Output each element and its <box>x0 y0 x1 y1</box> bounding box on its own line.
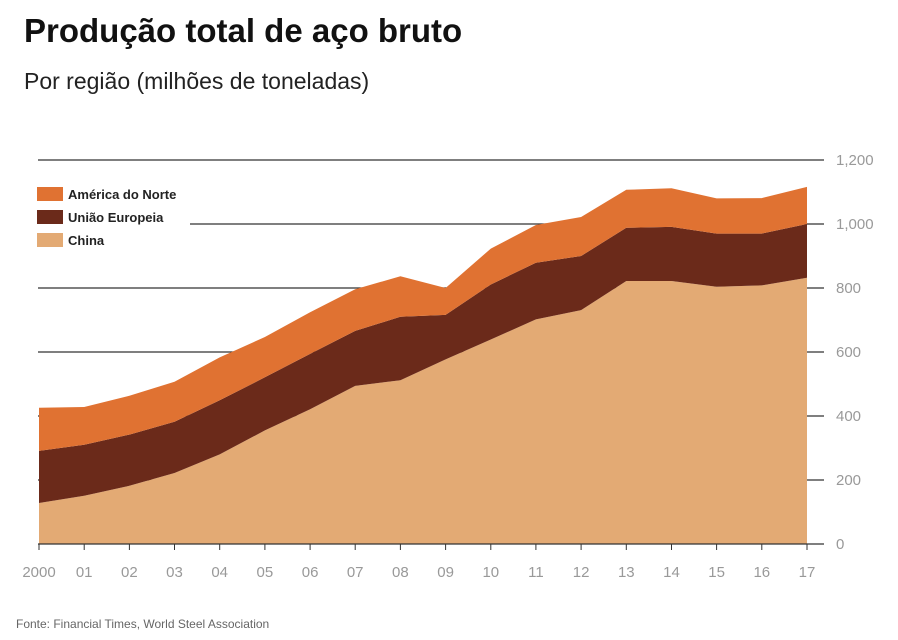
x-tick-label: 08 <box>392 564 409 581</box>
x-tick-label: 03 <box>166 564 183 581</box>
area-series-china <box>39 277 807 544</box>
x-tick-label: 13 <box>618 564 635 581</box>
y-tick-label: 400 <box>836 408 861 425</box>
x-tick-label: 07 <box>347 564 364 581</box>
legend-swatch <box>37 233 63 247</box>
x-tick-label: 2000 <box>22 564 55 581</box>
area-series-america-do-norte <box>39 186 807 451</box>
y-tick-label: 1,000 <box>836 216 874 233</box>
x-tick-label: 11 <box>528 564 544 581</box>
x-tick-label: 01 <box>76 564 93 581</box>
y-tick-label: 600 <box>836 344 861 361</box>
y-tick-label: 800 <box>836 280 861 297</box>
source-note: Fonte: Financial Times, World Steel Asso… <box>16 617 270 631</box>
x-tick-label: 04 <box>211 564 228 581</box>
chart-subtitle: Por região (milhões de toneladas) <box>24 68 370 94</box>
x-tick-label: 14 <box>663 564 680 581</box>
y-tick-label: 0 <box>836 536 844 553</box>
legend-label: China <box>68 233 105 248</box>
x-tick-label: 06 <box>302 564 319 581</box>
legend-swatch <box>37 187 63 201</box>
y-tick-label: 200 <box>836 472 861 489</box>
x-tick-label: 15 <box>708 564 725 581</box>
x-tick-label: 09 <box>437 564 454 581</box>
x-tick-label: 17 <box>799 564 816 581</box>
x-tick-label: 02 <box>121 564 138 581</box>
y-tick-label: 1,200 <box>836 152 874 169</box>
legend-label: União Europeia <box>68 210 164 225</box>
legend-label: América do Norte <box>68 187 176 202</box>
area-series-uniao-europeia <box>39 224 807 503</box>
x-tick-label: 16 <box>753 564 770 581</box>
chart-title: Produção total de aço bruto <box>24 12 463 49</box>
legend-swatch <box>37 210 63 224</box>
x-tick-label: 12 <box>573 564 590 581</box>
x-tick-label: 10 <box>482 564 499 581</box>
x-tick-label: 05 <box>257 564 274 581</box>
